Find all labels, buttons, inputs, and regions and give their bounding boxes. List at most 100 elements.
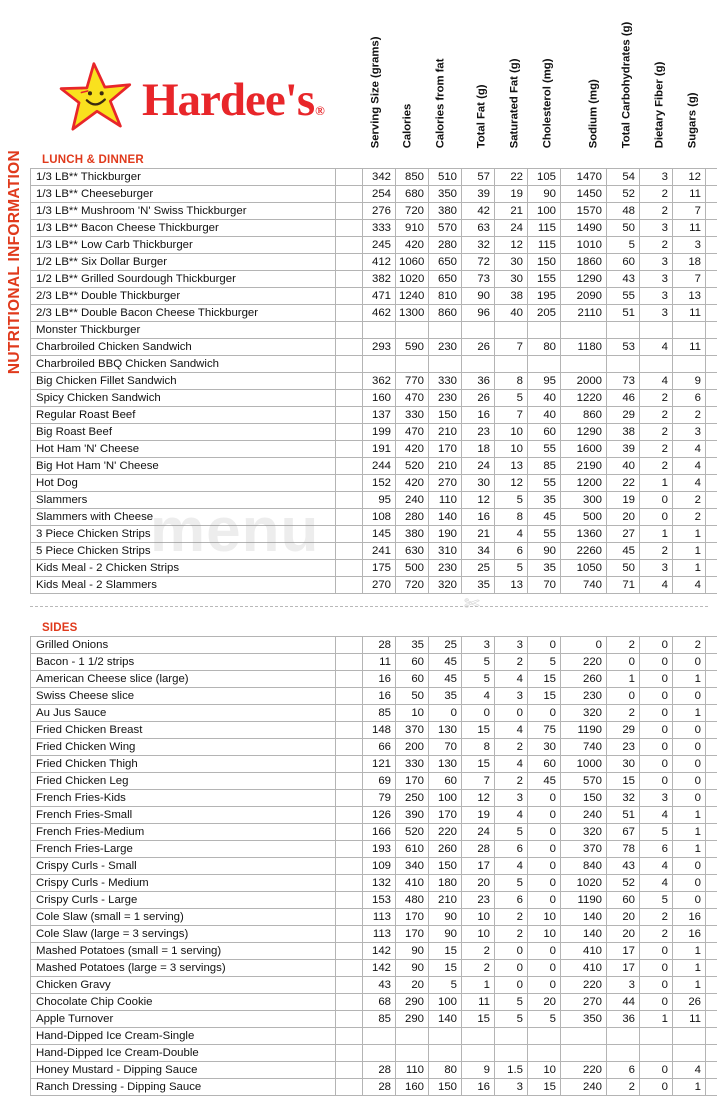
value-cell: 13	[672, 287, 706, 305]
value-cell: 1240	[395, 287, 429, 305]
value-cell: 0	[672, 891, 706, 909]
value-cell: 19	[494, 185, 528, 203]
value-cell: 1860	[560, 253, 607, 271]
value-cell: 0	[639, 491, 673, 509]
table-row: Fried Chicken Leg69170607245570150013	[30, 772, 717, 790]
item-name: Mashed Potatoes (small = 1 serving)	[30, 942, 336, 960]
value-cell: 740	[560, 576, 607, 594]
spacer-cell	[335, 372, 363, 390]
value-cell: 5	[606, 236, 640, 254]
spacer-cell	[335, 423, 363, 441]
value-cell: 1180	[560, 338, 607, 356]
item-name: Slammers with Cheese	[30, 508, 336, 526]
value-cell: 520	[395, 823, 429, 841]
value-cell: 3	[494, 636, 528, 654]
table-row: 3 Piece Chicken Strips 145 380 190 21 4 55 1360…	[30, 525, 717, 543]
value-cell: 12	[494, 236, 528, 254]
value-cell: 0	[672, 755, 706, 773]
value-cell: 79	[362, 789, 396, 807]
value-cell	[639, 321, 673, 339]
value-cell: 40	[705, 253, 717, 271]
value-cell: 5	[461, 670, 495, 688]
value-cell: 0	[639, 942, 673, 960]
value-cell: 190	[428, 525, 462, 543]
value-cell: 1	[672, 559, 706, 577]
value-cell: 270	[428, 474, 462, 492]
table-row: Honey Mustard - Dipping Sauce 28 110 80 9 1.5…	[30, 1061, 717, 1079]
value-cell: 2	[494, 908, 528, 926]
table-row: American Cheese slice (large) 16 60 45 5 4 15 2…	[30, 670, 717, 688]
value-cell: 3	[639, 559, 673, 577]
value-cell: 4	[705, 687, 717, 705]
value-cell: 16	[362, 670, 396, 688]
item-name: Crispy Curls - Small	[30, 857, 336, 875]
value-cell: 68	[362, 993, 396, 1011]
value-cell: 66	[362, 738, 396, 756]
value-cell	[428, 1044, 462, 1062]
value-cell: 170	[395, 908, 429, 926]
value-cell: 2	[606, 636, 640, 654]
value-cell: 5	[494, 993, 528, 1011]
value-cell: 39	[705, 372, 717, 390]
value-cell: 21	[494, 202, 528, 220]
spacer-cell	[335, 670, 363, 688]
value-cell: 140	[428, 508, 462, 526]
value-cell	[527, 321, 561, 339]
value-cell: 290	[395, 1010, 429, 1028]
spacer-cell	[335, 653, 363, 671]
spacer-cell	[335, 525, 363, 543]
value-cell: 12	[672, 168, 706, 186]
spacer-cell	[335, 253, 363, 271]
value-cell: 1010	[560, 236, 607, 254]
value-cell: 38	[606, 423, 640, 441]
item-name: 1/3 LB** Low Carb Thickburger	[30, 236, 336, 254]
value-cell: 30	[705, 236, 717, 254]
value-cell: 0	[527, 891, 561, 909]
value-cell: 5	[461, 653, 495, 671]
value-cell: 1000	[560, 755, 607, 773]
value-cell: 28	[362, 636, 396, 654]
value-cell: 0	[527, 636, 561, 654]
value-cell: 70	[428, 738, 462, 756]
value-cell: 230	[428, 338, 462, 356]
table-row: Fried Chicken Breast 148 370 130 15 4 75 1190 29…	[30, 721, 717, 739]
value-cell: 78	[606, 840, 640, 858]
value-cell: 34	[461, 542, 495, 560]
table-row: Crispy Curls - Small 109 340 150 17 4 0 840 43 4 0…	[30, 857, 717, 875]
value-cell: 60	[395, 653, 429, 671]
value-cell: 390	[395, 806, 429, 824]
value-cell: 113	[362, 908, 396, 926]
item-name: Grilled Onions	[30, 636, 336, 654]
value-cell: 0	[461, 704, 495, 722]
value-cell: 4	[639, 576, 673, 594]
value-cell: 27	[606, 525, 640, 543]
value-cell: 50	[606, 559, 640, 577]
table-row: Big Hot Ham 'N' Cheese 244 520 210 24 13 85 219…	[30, 457, 717, 475]
value-cell: 142	[362, 942, 396, 960]
value-cell: 0	[639, 653, 673, 671]
value-cell: 6	[494, 891, 528, 909]
value-cell: 13	[494, 576, 528, 594]
value-cell: 0	[527, 976, 561, 994]
value-cell: 170	[395, 772, 429, 790]
value-cell: 2	[705, 653, 717, 671]
value-cell: 160	[395, 1078, 429, 1096]
item-name: Fried Chicken Wing	[30, 738, 336, 756]
value-cell: 2	[494, 653, 528, 671]
value-cell: 4	[494, 755, 528, 773]
table-row: Monster Thickburger	[30, 321, 717, 339]
value-cell: 330	[395, 406, 429, 424]
spacer-cell	[335, 321, 363, 339]
value-cell: 290	[395, 993, 429, 1011]
table-row: 1/2 LB** Grilled Sourdough Thickburger 38…	[30, 270, 717, 288]
value-cell: 8	[461, 738, 495, 756]
item-name: Big Hot Ham 'N' Cheese	[30, 457, 336, 475]
value-cell	[494, 1044, 528, 1062]
value-cell: 0	[639, 1078, 673, 1096]
value-cell: 240	[560, 1078, 607, 1096]
item-name: 5 Piece Chicken Strips	[30, 542, 336, 560]
spacer-cell	[335, 772, 363, 790]
value-cell: 462	[362, 304, 396, 322]
value-cell: 121	[362, 755, 396, 773]
value-cell: 0	[672, 653, 706, 671]
